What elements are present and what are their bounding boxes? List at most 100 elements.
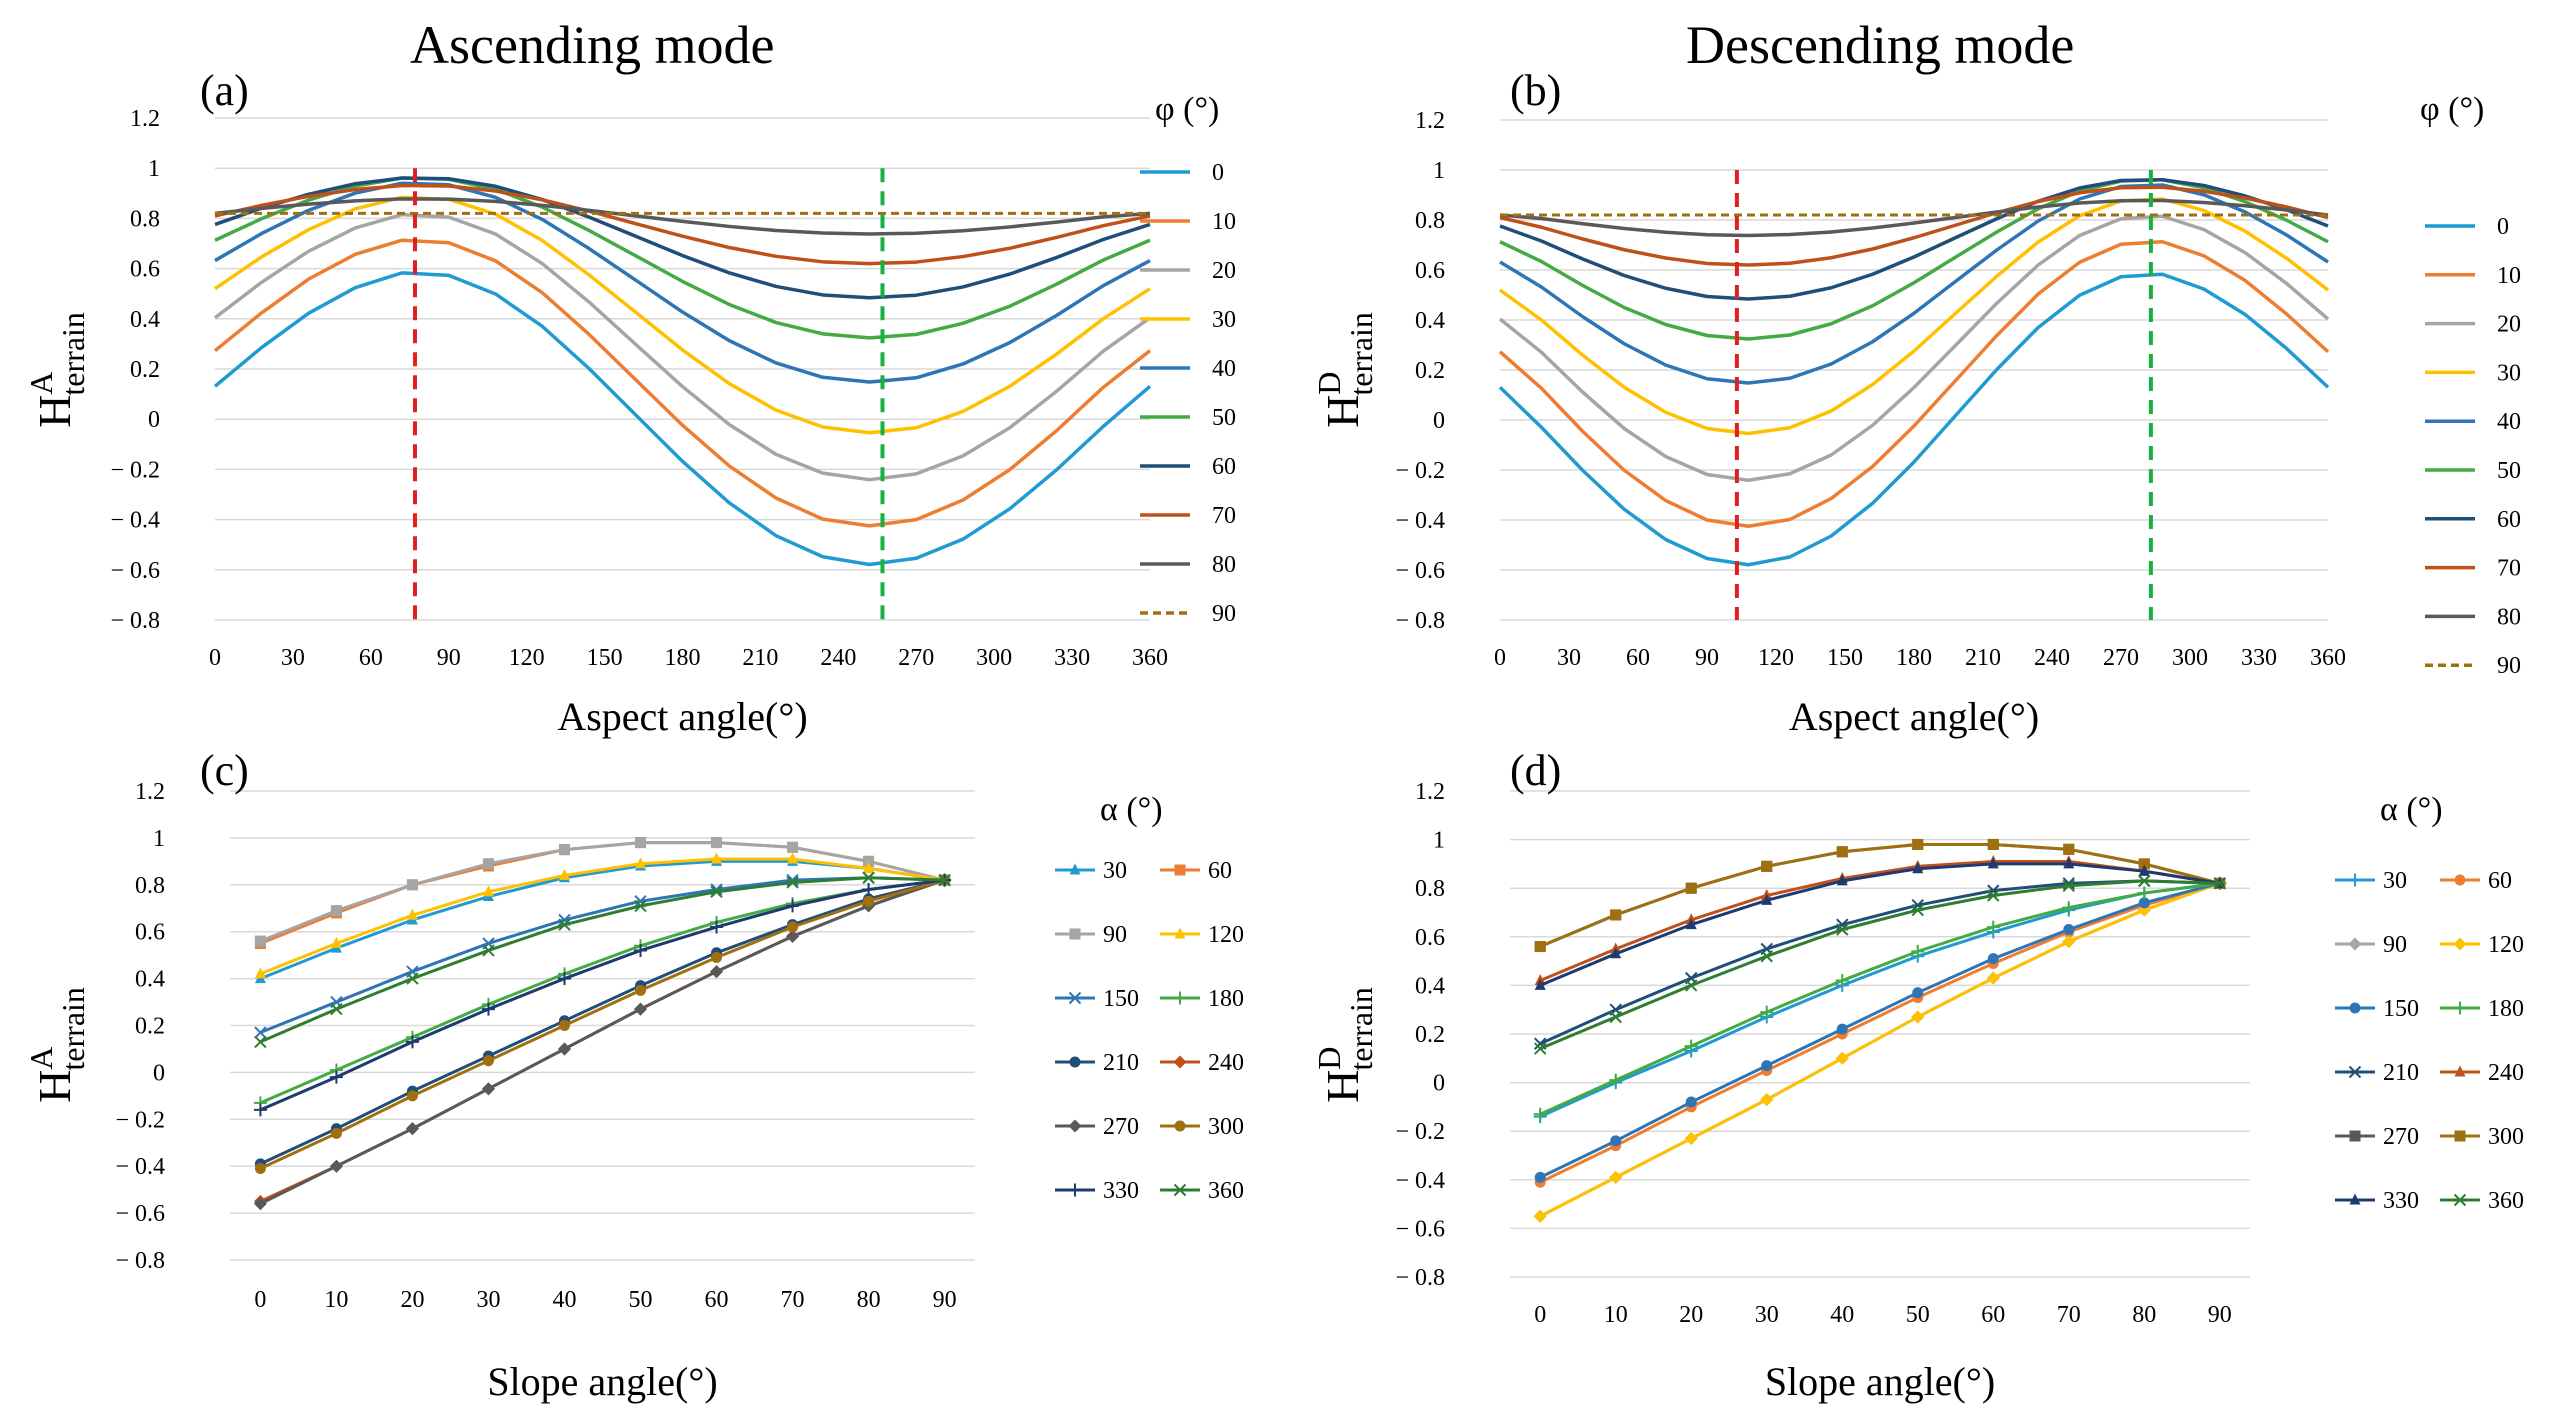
x-tick-label: 120 (509, 645, 545, 671)
x-tick-label: 330 (1054, 645, 1090, 671)
legend-marker (2454, 874, 2466, 886)
data-point (635, 857, 647, 869)
legend-label: 30 (1212, 307, 1236, 333)
y-tick-label: 0.8 (135, 873, 165, 899)
data-point (2063, 857, 2075, 869)
y-tick-label: 0.2 (135, 1014, 165, 1040)
legend-label: 20 (1212, 258, 1236, 284)
data-point (786, 929, 800, 943)
series-line-120 (259, 857, 945, 976)
y-tick-label: − 0.6 (115, 1201, 165, 1227)
legend-marker (1174, 864, 1186, 876)
data-point (330, 1002, 343, 1016)
y-tick-label: 0.8 (1415, 208, 1445, 234)
y-tick-label: 0.8 (1415, 876, 1445, 902)
data-point (1684, 1131, 1698, 1145)
x-tick-label: 210 (1965, 645, 2001, 671)
chart-0: − 0.8 − 0.6 − 0.4 − 0.2 0 0.2 0.4 0.6 0.8 1 1.2 0 30… (23, 66, 1236, 739)
data-point (330, 905, 342, 917)
series-line-60 (1499, 178, 2329, 301)
x-tick-label: 10 (324, 1287, 348, 1313)
series-line-60 (214, 176, 1151, 300)
legend-label: 80 (1212, 552, 1236, 578)
x-tick-label: 70 (2057, 1302, 2081, 1328)
y-tick-label: 0.6 (135, 920, 165, 946)
data-point (1835, 1051, 1849, 1065)
data-point (1912, 838, 1924, 850)
x-tick-label: 70 (781, 1287, 805, 1313)
y-tick-label: − 0.8 (1395, 1265, 1445, 1291)
series-line-360 (1539, 879, 2220, 1050)
legend-label: 60 (1212, 454, 1236, 480)
x-tick-label: 40 (1830, 1302, 1854, 1328)
series-line-330 (259, 878, 945, 1112)
y-tick-label: − 0.8 (115, 1248, 165, 1274)
x-tick-label: 20 (1679, 1302, 1703, 1328)
panel-label: (b) (1510, 66, 1561, 115)
series-line-10 (213, 238, 1152, 528)
legend-label: 240 (1208, 1050, 1244, 1076)
data-point (1609, 1073, 1623, 1087)
x-tick-label: 60 (359, 645, 383, 671)
x-tick-label: 30 (1755, 1302, 1779, 1328)
data-point (406, 908, 418, 920)
data-point (1685, 882, 1697, 894)
y-tick-label: 0.2 (1415, 1022, 1445, 1048)
data-point (330, 1127, 342, 1139)
legend-label: 360 (1208, 1178, 1244, 1204)
legend-label: 270 (2383, 1124, 2419, 1150)
data-point (2062, 935, 2076, 949)
data-point (1836, 874, 1848, 886)
x-tick-label: 20 (400, 1287, 424, 1313)
data-point (710, 885, 723, 899)
data-point (1987, 838, 1999, 850)
y-tick-label: − 0.8 (1395, 608, 1445, 634)
legend-label: 330 (1103, 1178, 1139, 1204)
data-point (406, 972, 419, 985)
y-tick-label: 1 (1433, 828, 1445, 854)
legend-marker (1069, 863, 1081, 875)
data-point (634, 899, 647, 913)
y-tick-label: 1.2 (135, 779, 165, 805)
x-tick-label: 30 (1557, 645, 1581, 671)
data-point (862, 871, 875, 884)
y-tick-label: 0.4 (1415, 308, 1445, 334)
x-tick-label: 360 (2310, 645, 2346, 671)
y-tick-label: 0.6 (1415, 258, 1445, 284)
y-tick-label: − 0.2 (115, 1107, 165, 1133)
x-tick-label: 120 (1758, 645, 1794, 671)
x-tick-label: 150 (587, 645, 623, 671)
legend-marker (2348, 937, 2362, 951)
x-tick-label: 150 (1827, 645, 1863, 671)
legend-label: 40 (1212, 356, 1236, 382)
legend-marker (1068, 991, 1082, 1005)
x-tick-label: 90 (1695, 645, 1719, 671)
data-point (405, 1035, 419, 1049)
y-tick-label: 0.4 (135, 967, 165, 993)
data-point (1986, 971, 2000, 985)
data-point (2062, 901, 2076, 915)
data-point (1610, 909, 1622, 921)
legend-label: 50 (1212, 405, 1236, 431)
x-axis-title: Aspect angle(°) (1789, 694, 2039, 739)
legend-marker (2453, 937, 2467, 951)
data-point (482, 1055, 494, 1067)
x-tick-label: 0 (1494, 645, 1506, 671)
data-point (1987, 857, 1999, 869)
series-line-10 (1498, 240, 2330, 528)
data-point (787, 852, 799, 864)
ascending-mode-heading: Ascending mode (410, 15, 775, 75)
y-axis-title: HAterrain (23, 987, 91, 1103)
series-line-360 (259, 876, 945, 1044)
legend-label: 50 (2497, 458, 2521, 484)
descending-mode-heading: Descending mode (1686, 15, 2075, 75)
data-point (2138, 864, 2150, 876)
data-point (1986, 920, 2000, 934)
data-point (1610, 947, 1622, 959)
x-tick-label: 270 (898, 645, 934, 671)
data-point (406, 1090, 418, 1102)
panel-label: (a) (200, 66, 249, 115)
chart-2: − 0.8 − 0.6 − 0.4 − 0.2 0 0.2 0.4 0.6 0.8 1 1.2 0 10… (23, 746, 1244, 1404)
legend-title: φ (°) (1155, 91, 1219, 128)
y-tick-label: − 0.4 (1395, 1168, 1445, 1194)
